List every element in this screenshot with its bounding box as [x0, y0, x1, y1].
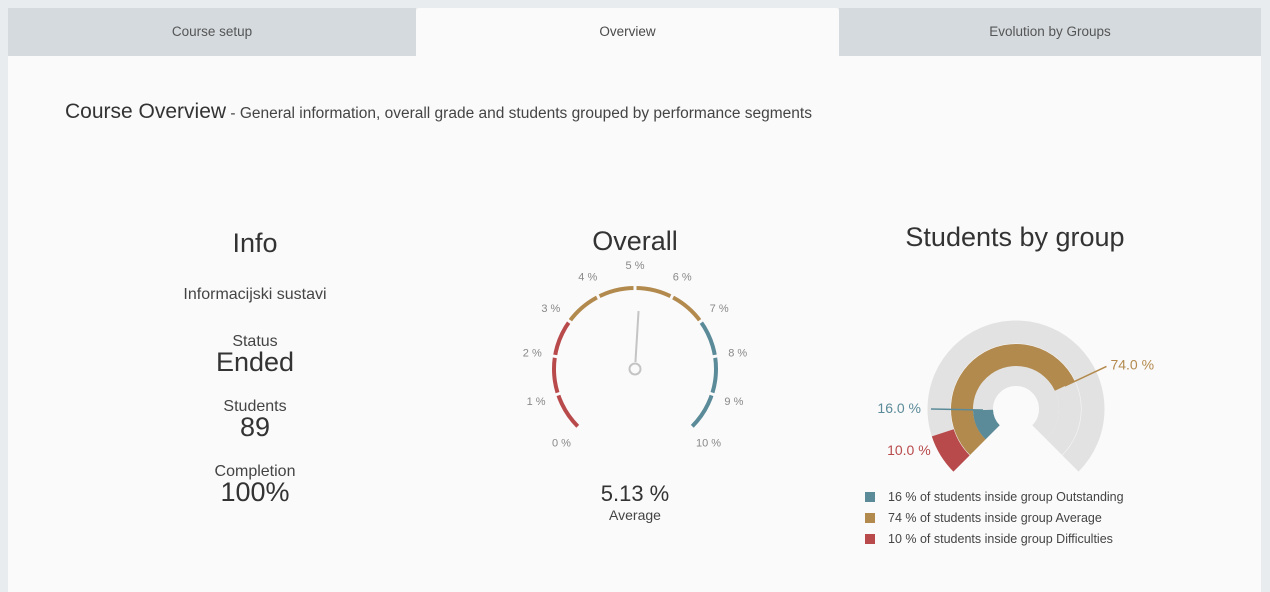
group-bar-outstanding	[973, 409, 1001, 440]
legend-item-difficulties: 10 % of students inside group Difficulti…	[865, 528, 1124, 549]
tab-bar: Course setup Overview Evolution by Group…	[8, 8, 1261, 56]
gauge-tick-label: 0 %	[552, 438, 571, 450]
gauge-tick	[697, 318, 704, 325]
tab-evolution-by-groups[interactable]: Evolution by Groups	[839, 8, 1261, 56]
gauge-tick-label: 8 %	[728, 348, 747, 360]
students-by-group-chart: 74.0 % 16.0 % 10.0 %	[877, 320, 1154, 472]
overall-gauge: 0 % 1 % 2 % 3 % 4 % 5 % 6 % 7 % 8 % 9 % 10 %	[523, 260, 748, 450]
group-bar-difficulties	[931, 428, 971, 472]
gauge-tick	[555, 391, 561, 397]
page-title: Course Overview	[65, 100, 227, 123]
legend-swatch-difficulties	[865, 533, 875, 544]
info-title: Info	[232, 228, 278, 258]
status-value: Ended	[215, 347, 295, 377]
gauge-tick-label: 10 %	[696, 438, 721, 450]
students-by-group-title: Students by group	[905, 222, 1125, 252]
legend-item-average: 74 % of students inside group Average	[865, 507, 1124, 528]
gauge-tick-label: 7 %	[710, 303, 729, 315]
gauge-tick-label: 9 %	[724, 396, 743, 408]
overall-average-label: Average	[609, 507, 661, 523]
group-label-average: 74.0 %	[1110, 356, 1154, 372]
gauge-tick-label: 1 %	[527, 396, 546, 408]
group-legend: 16 % of students inside group Outstandin…	[865, 486, 1124, 549]
group-bar-average	[951, 344, 1075, 455]
legend-text-difficulties: 10 % of students inside group Difficulti…	[888, 531, 1113, 546]
gauge-band-2	[690, 320, 718, 428]
legend-item-outstanding: 16 % of students inside group Outstandin…	[865, 486, 1124, 507]
students-label: Students	[223, 398, 287, 415]
gauge-tick-label: 3 %	[541, 303, 560, 315]
completion-label: Completion	[214, 463, 296, 480]
gauge-tick	[669, 293, 675, 300]
gauge-tick-label: 2 %	[523, 348, 542, 360]
group-leader-average	[1064, 365, 1107, 387]
tab-overview[interactable]: Overview	[416, 8, 839, 56]
gauge-band-1	[567, 286, 703, 323]
status-label: Status	[232, 333, 278, 350]
overview-panel: Course Overview - General information, o…	[8, 56, 1261, 592]
course-name: Informacijski sustavi	[183, 286, 327, 303]
completion-value: 100%	[220, 477, 290, 507]
group-label-outstanding: 16.0 %	[877, 400, 921, 416]
students-value: 89	[239, 412, 271, 442]
overall-average-value: 5.13 %	[600, 481, 670, 506]
gauge-tick-label: 6 %	[673, 271, 692, 283]
gauge-tick	[712, 354, 718, 359]
gauge-tick	[709, 391, 715, 397]
legend-text-outstanding: 16 % of students inside group Outstandin…	[888, 489, 1124, 504]
overall-title: Overall	[592, 226, 678, 256]
legend-swatch-outstanding	[865, 491, 875, 502]
heading-separator: -	[226, 105, 240, 122]
gauge-needle-pivot	[628, 362, 642, 376]
group-leader-outstanding	[930, 408, 984, 411]
legend-swatch-average	[865, 512, 875, 523]
group-label-difficulties: 10.0 %	[887, 442, 931, 458]
tab-course-setup[interactable]: Course setup	[8, 8, 416, 56]
page-heading: Course Overview - General information, o…	[65, 100, 812, 124]
gauge-band-0	[552, 320, 580, 428]
ring-track	[927, 320, 1105, 472]
gauge-tick	[566, 318, 573, 325]
gauge-tick-label: 4 %	[578, 271, 597, 283]
gauge-tick	[552, 354, 558, 359]
page-subtitle: General information, overall grade and s…	[239, 105, 812, 122]
gauge-tick-label: 5 %	[626, 260, 645, 272]
legend-text-average: 74 % of students inside group Average	[888, 510, 1102, 525]
gauge-tick	[595, 293, 601, 300]
gauge-needle	[634, 311, 640, 363]
